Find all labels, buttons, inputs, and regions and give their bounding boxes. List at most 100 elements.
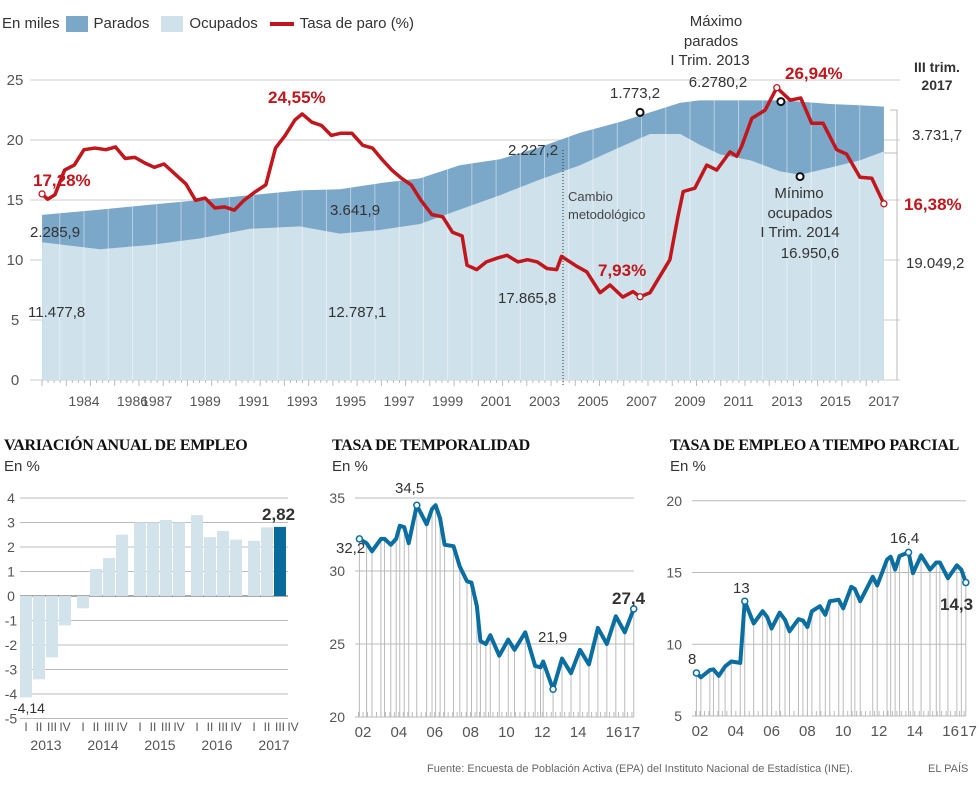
label-latest-1: III trim. xyxy=(914,59,960,75)
bar-y-tick-label: 3 xyxy=(7,515,15,531)
x-tick-label: 1991 xyxy=(238,393,269,409)
latest-bracket xyxy=(890,109,898,380)
x-tick-label: 1999 xyxy=(432,393,463,409)
bar xyxy=(274,526,286,596)
temp-label-last: 27,4 xyxy=(612,589,646,608)
bar-quarter-label: III xyxy=(161,720,171,734)
legend: En miles Parados Ocupados Tasa de paro (… xyxy=(2,15,414,32)
bar-quarter-label: III xyxy=(47,720,57,734)
bar xyxy=(20,596,32,698)
parcial-title: TASA DE EMPLEO A TIEMPO PARCIAL xyxy=(670,437,959,454)
label-max-rate: 26,94% xyxy=(785,64,843,83)
bar xyxy=(33,596,45,680)
x-tick-label: 2003 xyxy=(529,393,560,409)
bar xyxy=(173,522,185,596)
y-tick-label: 5 xyxy=(11,312,19,329)
tasa-marker xyxy=(773,84,781,92)
brand-logo: EL PAÍS xyxy=(928,763,969,775)
label-min-ocupados-2: ocupados xyxy=(767,205,833,222)
bars-min-label: -4,14 xyxy=(13,700,45,716)
bar-year-label: 2015 xyxy=(144,737,175,753)
parcial-label-jump: 13 xyxy=(733,580,750,597)
parcial-marker xyxy=(962,578,970,587)
temp-marker xyxy=(355,535,364,543)
label-min-ocupados-4: 16.950,6 xyxy=(780,245,840,262)
bar-quarter-label: IV xyxy=(116,720,127,734)
x-tick-label: 1986 xyxy=(117,393,148,409)
bar-quarter-label: II xyxy=(150,720,157,734)
label-par-1994: 3.641,9 xyxy=(330,202,381,219)
bar-year-label: 2013 xyxy=(30,737,61,753)
parcial-x-tick-label: 02 xyxy=(692,723,709,740)
bar xyxy=(134,522,146,596)
legend-unit: En miles xyxy=(2,15,60,32)
x-tick-label: 2017 xyxy=(868,393,899,409)
parcial-x-tick-label: 04 xyxy=(727,723,744,740)
parcial-label-last: 14,3 xyxy=(940,595,974,614)
label-method-2: metodológico xyxy=(568,207,646,222)
bar xyxy=(248,540,260,596)
x-tick-label: 1995 xyxy=(335,393,366,409)
x-tick-label: 2001 xyxy=(481,393,512,409)
label-par-1983: 2.285,9 xyxy=(30,224,81,241)
temp-x-tick-label: 17 xyxy=(624,724,641,741)
temp-x-tick-label: 14 xyxy=(570,724,587,741)
temp-y-tick-label: 25 xyxy=(329,636,345,652)
area-ocupados xyxy=(42,134,884,380)
temp-marker xyxy=(549,685,557,694)
temp-label-max: 34,5 xyxy=(395,480,425,497)
label-end-rate: 16,38% xyxy=(904,195,962,214)
bar-y-tick-label: 4 xyxy=(7,490,15,506)
label-latest-2: 2017 xyxy=(921,77,953,93)
bar-y-tick-label: 1 xyxy=(7,564,15,580)
y-tick-label: 20 xyxy=(7,132,24,149)
temp-x-tick-label: 06 xyxy=(426,724,443,741)
label-min-ocupados-1: Mínimo xyxy=(774,185,824,202)
label-latest-parados: 3.731,7 xyxy=(912,127,963,144)
bar-quarter-label: I xyxy=(24,720,27,734)
x-tick-label: 1997 xyxy=(384,393,415,409)
temp-marker xyxy=(413,501,421,510)
parcial-x-tick-label: 17 xyxy=(960,723,977,740)
label-latest-ocupados: 19.049,2 xyxy=(906,255,965,272)
temp-x-tick-label: 12 xyxy=(534,724,551,741)
tasa-marker xyxy=(636,293,644,301)
label-method-1: Cambio xyxy=(568,189,613,204)
bar-y-tick-label: -2 xyxy=(5,637,18,653)
bar-y-tick-label: 0 xyxy=(7,588,15,604)
bar-quarter-label: IV xyxy=(230,720,241,734)
x-tick-label: 2009 xyxy=(674,393,705,409)
label-oc-1994: 12.787,1 xyxy=(328,304,387,321)
bar-quarter-label: III xyxy=(275,720,285,734)
annotation-marker xyxy=(795,172,805,182)
legend-swatch-ocupados xyxy=(161,15,184,32)
parcial-line xyxy=(695,550,968,680)
bar xyxy=(77,596,89,609)
bar-quarter-label: II xyxy=(93,720,100,734)
bar xyxy=(116,534,128,596)
annotation-marker xyxy=(776,97,786,107)
tasa-marker xyxy=(38,190,46,198)
x-tick-label: 2013 xyxy=(771,393,802,409)
y-tick-label: 10 xyxy=(7,252,24,269)
label-max-parados-2: parados xyxy=(683,33,739,50)
annotation-marker xyxy=(635,107,645,117)
parcial-x-tick-label: 16 xyxy=(942,723,959,740)
bar-y-tick-label: -5 xyxy=(5,711,18,727)
parcial-marker xyxy=(692,669,701,677)
parcial-x-tick-label: 08 xyxy=(799,723,816,740)
bar xyxy=(230,539,242,596)
parcial-label-max: 16,4 xyxy=(890,530,920,547)
label-oc-2003: 17.865,8 xyxy=(498,290,557,307)
bar xyxy=(103,558,115,596)
temp-y-tick-label: 35 xyxy=(329,490,345,506)
bar-y-tick-label: 2 xyxy=(7,539,15,555)
legend-ocupados: Ocupados xyxy=(189,15,258,32)
bar-quarter-label: II xyxy=(264,720,271,734)
bar-y-tick-label: -1 xyxy=(5,613,18,629)
temp-x-tick-label: 02 xyxy=(355,724,372,741)
bar-year-label: 2017 xyxy=(258,737,289,753)
temp-x-tick-label: 16 xyxy=(606,724,623,741)
parcial-x-tick-label: 10 xyxy=(835,723,852,740)
